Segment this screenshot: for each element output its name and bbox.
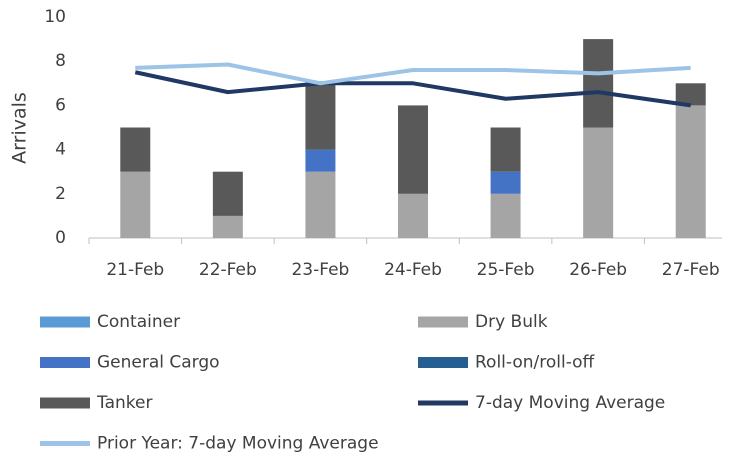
bar-segment [490, 171, 521, 194]
bar-segment [120, 171, 151, 238]
y-axis-title: Arrivals [9, 92, 31, 164]
y-tick-label: 10 [44, 7, 66, 27]
y-tick-label: 0 [55, 228, 66, 248]
x-tick-label: 24-Feb [384, 260, 442, 280]
legend-label: Roll-on/roll-off [475, 353, 596, 373]
x-tick-label: 22-Feb [199, 260, 257, 280]
legend-label: Dry Bulk [475, 312, 548, 332]
legend-label: Tanker [96, 393, 152, 413]
bar-segment [490, 193, 521, 238]
bar-segment [120, 127, 151, 172]
y-tick-label: 8 [55, 51, 66, 71]
bar-segment [398, 193, 428, 238]
x-tick-label: 26-Feb [569, 260, 627, 280]
legend-label: Container [97, 312, 180, 332]
bar-segment [583, 39, 614, 128]
line-series [135, 62, 691, 86]
x-tick-label: 27-Feb [662, 260, 720, 280]
bar-segment [305, 149, 336, 172]
x-tick-label: 25-Feb [477, 260, 535, 280]
bar-segment [583, 127, 614, 238]
bar-segment [675, 83, 706, 106]
bar-segment [675, 105, 706, 239]
bar-segment [212, 215, 243, 238]
bar-segment [212, 171, 243, 216]
line-series [134, 70, 691, 108]
x-tick-label: 23-Feb [291, 260, 349, 280]
y-tick-label: 6 [55, 95, 66, 115]
bar-segment [490, 127, 521, 172]
y-tick-label: 4 [55, 140, 66, 160]
y-tick-label: 2 [55, 184, 66, 204]
bar-segment [398, 105, 428, 194]
legend-label: Prior Year: 7-day Moving Average [97, 434, 379, 454]
legend-label: 7-day Moving Average [475, 393, 665, 413]
bar-segment [305, 83, 336, 150]
bar-segment [305, 171, 336, 238]
legend-label: General Cargo [97, 353, 220, 373]
x-tick-label: 21-Feb [106, 260, 164, 280]
